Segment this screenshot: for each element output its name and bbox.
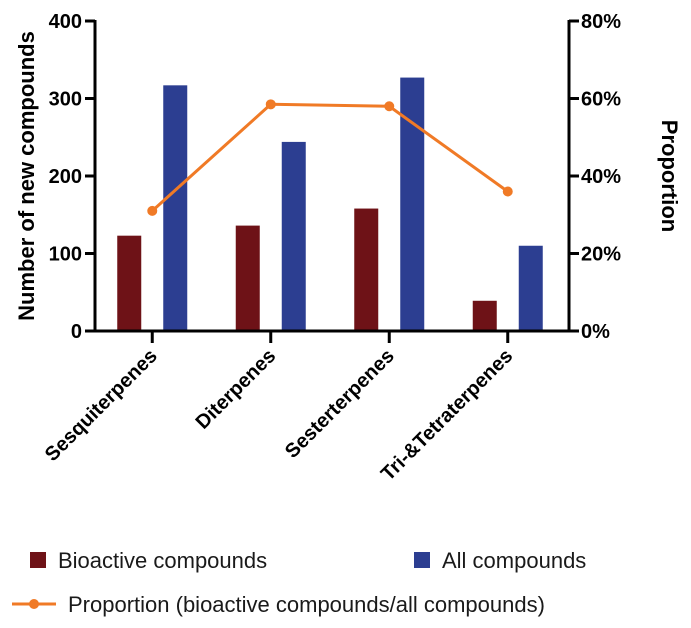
bar-all-2 bbox=[400, 77, 425, 331]
y-right-tick-label: 0% bbox=[581, 321, 610, 343]
x-category-label: Diterpenes bbox=[192, 345, 281, 434]
right-axis-ticks: 0% 20% 40% 60% 80% bbox=[569, 11, 621, 343]
legend-label-proportion: Proportion (bioactive compounds/all comp… bbox=[68, 592, 545, 617]
y-right-tick-label: 20% bbox=[581, 244, 621, 266]
y-right-tick-label: 60% bbox=[581, 89, 621, 111]
bar-all-1 bbox=[281, 141, 306, 331]
proportion-point-1 bbox=[265, 99, 276, 110]
legend-swatch-proportion-marker bbox=[29, 599, 39, 609]
bar-all-3 bbox=[518, 245, 543, 331]
bars-layer bbox=[117, 77, 543, 331]
bar-bioactive-3 bbox=[472, 300, 497, 331]
category-labels: Sesquiterpenes Diterpenes SesterterpenesTr… bbox=[41, 331, 517, 485]
legend: Bioactive compounds All compounds Propor… bbox=[12, 548, 586, 617]
y-left-tick-label: 0 bbox=[71, 321, 82, 343]
y-left-tick-label: 200 bbox=[49, 166, 82, 188]
y-left-axis-title: Number of new compounds bbox=[14, 31, 39, 321]
bar-bioactive-0 bbox=[117, 235, 142, 331]
y-right-tick-label: 80% bbox=[581, 11, 621, 33]
legend-swatch-bioactive bbox=[30, 552, 46, 568]
proportion-point-0 bbox=[147, 205, 158, 216]
y-right-axis-title: Proportion bbox=[657, 120, 682, 232]
proportion-line-layer bbox=[147, 99, 513, 216]
bar-all-0 bbox=[163, 85, 188, 331]
bar-bioactive-2 bbox=[354, 208, 379, 331]
bar-bioactive-1 bbox=[235, 225, 260, 331]
proportion-point-2 bbox=[384, 101, 395, 112]
x-category-label: Sesterterpenes bbox=[281, 345, 399, 463]
legend-swatch-all bbox=[414, 552, 430, 568]
legend-label-all: All compounds bbox=[442, 548, 586, 573]
proportion-line bbox=[151, 102, 509, 212]
y-left-tick-label: 100 bbox=[49, 244, 82, 266]
y-right-tick-label: 40% bbox=[581, 166, 621, 188]
x-category-label: Sesquiterpenes bbox=[41, 345, 162, 466]
proportion-point-3 bbox=[502, 186, 513, 197]
legend-label-bioactive: Bioactive compounds bbox=[58, 548, 267, 573]
left-axis-ticks: 0 100 200 300 400 bbox=[49, 11, 95, 343]
y-left-tick-label: 300 bbox=[49, 89, 82, 111]
x-category-label: Tri-&Tetraterpenes bbox=[377, 345, 517, 485]
y-left-tick-label: 400 bbox=[49, 11, 82, 33]
